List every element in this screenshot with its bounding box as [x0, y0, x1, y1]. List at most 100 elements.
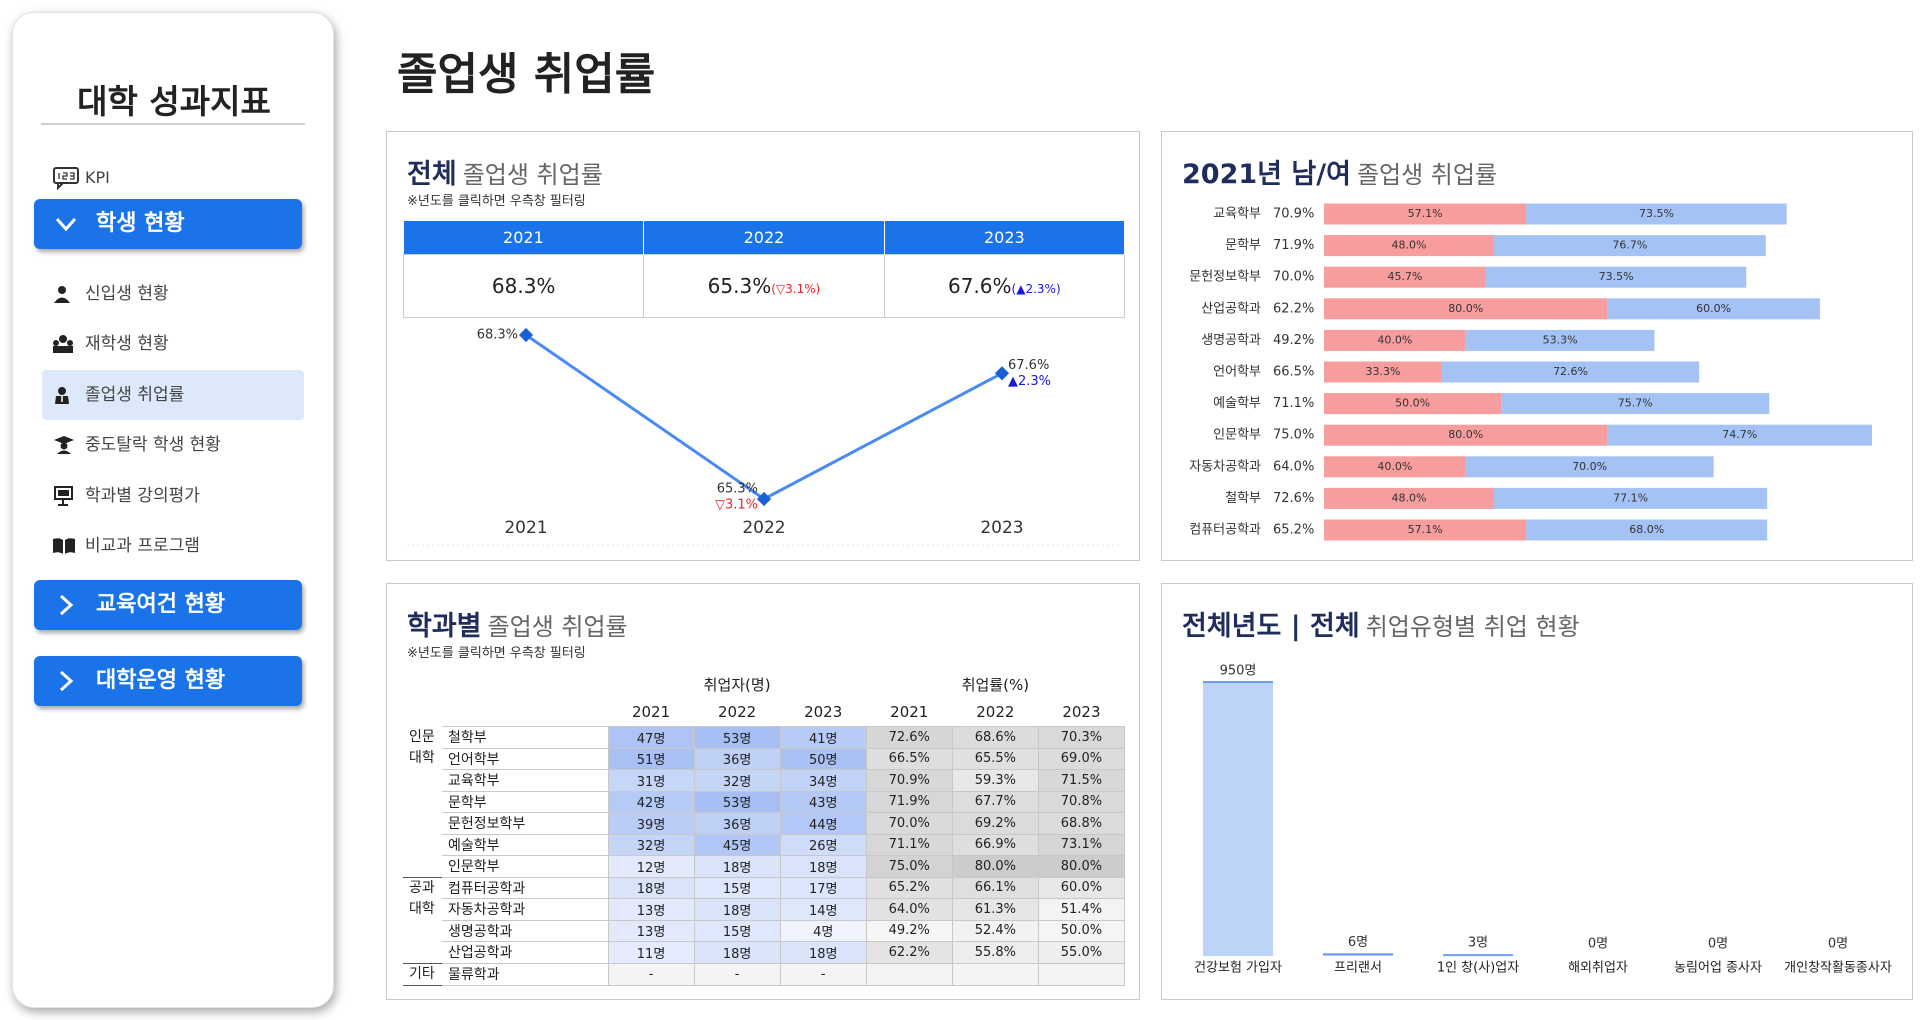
count-cell: -	[779, 962, 867, 986]
count-cell: 36명	[693, 812, 781, 835]
blank	[442, 698, 608, 727]
icon	[54, 486, 73, 506]
dept-row[interactable]: 문헌정보학부 39명 36명 44명 70.0% 69.2% 68.8%	[403, 812, 1126, 835]
section-button[interactable]: 교육여건 현황	[34, 580, 302, 630]
dept-row[interactable]: 예술학부 32명 45명 26명 71.1% 66.9% 73.1%	[403, 833, 1126, 856]
count-cell: 17명	[779, 876, 867, 899]
dept-row[interactable]: 생명공학과 13명 15명 4명 49.2% 52.4% 50.0%	[403, 919, 1126, 942]
segment-label: 73.5%	[1639, 207, 1674, 220]
dept-name: 철학부	[442, 726, 609, 749]
menu-label: 졸업생 취업률	[85, 385, 185, 405]
count-cell: 51명	[607, 747, 695, 770]
category-rate: 49.2%	[1273, 333, 1314, 348]
count-cell: 41명	[779, 726, 867, 749]
rate-cell: 55.8%	[951, 941, 1039, 964]
category-rate: 71.9%	[1273, 238, 1314, 253]
count-cell: 18명	[779, 855, 867, 878]
count-cell: 26명	[779, 833, 867, 856]
year-header[interactable]: 2023	[804, 703, 843, 721]
dept-row[interactable]: 교육학부 31명 32명 34명 70.9% 59.3% 71.5%	[403, 769, 1126, 792]
dept-row[interactable]: 산업공학과 11명 18명 18명 62.2% 55.8% 55.0%	[403, 941, 1126, 964]
category-label: 철학부	[1225, 491, 1261, 506]
dept-name: 물류학과	[442, 962, 609, 986]
value-label: 950명	[1220, 664, 1257, 679]
bar-segment	[1324, 298, 1608, 320]
menu-item-active[interactable]: 졸업생 취업률	[42, 370, 304, 420]
section-button[interactable]: 대학운영 현황	[34, 656, 302, 706]
value-label: 0명	[1708, 937, 1728, 952]
bar-segment	[1324, 235, 1495, 257]
menu-item[interactable]: 중도탈락 학생 현황	[42, 420, 304, 470]
menu-item[interactable]: 학과별 강의평가	[42, 471, 304, 521]
count-cell: 14명	[779, 898, 867, 921]
x-tick-label: 2023	[980, 518, 1023, 538]
segment-label: 75.7%	[1618, 397, 1653, 410]
rate-cell: 60.0%	[1037, 876, 1126, 899]
dept-row[interactable]: 문학부 42명 53명 43명 71.9% 67.7% 70.8%	[403, 790, 1126, 813]
menu-item[interactable]: 신입생 현황	[42, 269, 304, 319]
rate-value: 67.6%	[948, 274, 1012, 298]
rate-cell: 66.9%	[951, 833, 1039, 856]
bar-segment	[1485, 266, 1747, 288]
category-label: 인문학부	[1213, 428, 1261, 443]
year-header[interactable]: 2022	[718, 703, 757, 721]
rate-cell: 71.9%	[865, 790, 953, 813]
year-header[interactable]: 2022	[643, 221, 885, 255]
section-button[interactable]: 학생 현황	[34, 199, 302, 249]
rate-cell: 69.0%	[1037, 747, 1126, 770]
segment-label: 60.0%	[1696, 302, 1731, 315]
year-header[interactable]: 2021	[403, 221, 645, 255]
menu-label: 학과별 강의평가	[85, 486, 200, 506]
rate-cell: 65.3%(▽3.1%)	[643, 254, 885, 318]
dept-row[interactable]: 기타 물류학과 - - -	[403, 962, 1126, 986]
stacked-bar-chart: 교육학부 70.9% 57.1% 73.5% 문학부 71.9% 48.0% 76.7% 문헌정…	[1189, 203, 1872, 541]
segment-label: 48.0%	[1392, 239, 1427, 252]
count-cell: -	[693, 962, 781, 986]
line-chart: 68.3% 2021 65.3%▽3.1% 2022 67.6%▲2.3% 2023	[407, 328, 1122, 546]
rate-cell: 67.6%(▲2.3%)	[883, 254, 1126, 318]
year-header[interactable]: 2023	[1062, 703, 1101, 721]
dept-name: 자동차공학과	[442, 898, 609, 921]
sidebar-title: 대학 성과지표	[77, 82, 271, 121]
bar	[1203, 682, 1273, 956]
count-cell: 15명	[693, 919, 781, 942]
year-header[interactable]: 2021	[631, 703, 671, 721]
year-header[interactable]: 2023	[884, 221, 1126, 255]
title-bold: 2021년 남/여	[1182, 159, 1351, 190]
count-cell: 13명	[607, 898, 695, 921]
bar-segment	[1526, 203, 1787, 225]
bar-segment	[1501, 393, 1770, 415]
count-cell: 45명	[693, 833, 781, 856]
bar-segment	[1607, 298, 1820, 320]
dept-name: 문학부	[442, 790, 609, 813]
rate-cell: 62.2%	[865, 941, 953, 964]
count-cell: 18명	[693, 898, 781, 921]
menu-label: 신입생 현황	[85, 284, 169, 304]
dept-row[interactable]: 언어학부 51명 36명 50명 66.5% 65.5% 69.0%	[403, 747, 1126, 770]
segment-label: 74.7%	[1722, 428, 1757, 441]
menu-item[interactable]: 재학생 현황	[42, 319, 304, 369]
rate-cell: 68.8%	[1037, 812, 1126, 835]
dept-row[interactable]: 자동차공학과 13명 18명 14명 64.0% 61.3% 51.4%	[403, 898, 1126, 921]
rate-cell: 61.3%	[951, 898, 1039, 921]
x-tick-label: 프리랜서	[1334, 961, 1382, 976]
dept-row[interactable]: 인문학부 12명 18명 18명 75.0% 80.0% 80.0%	[403, 855, 1126, 878]
segment-label: 80.0%	[1448, 302, 1483, 315]
dept-name: 문헌정보학부	[442, 812, 609, 835]
dept-row[interactable]: 인문대학 철학부 47명 53명 41명 72.6% 68.6% 70.3%	[403, 726, 1126, 878]
category-rate: 70.0%	[1273, 270, 1314, 285]
menu-item[interactable]: 비교과 프로그램	[42, 521, 304, 571]
kpi-link[interactable]: KPI	[42, 153, 304, 203]
category-rate: 66.5%	[1273, 365, 1314, 380]
count-cell: 44명	[779, 812, 867, 835]
year-header[interactable]: 2021	[890, 703, 929, 721]
count-cell: 53명	[693, 726, 781, 749]
category-rate: 75.0%	[1273, 428, 1314, 443]
dept-row[interactable]: 공과대학 컴퓨터공학과 18명 15명 17명 65.2% 66.1% 60.0%	[403, 876, 1126, 964]
dept-name: 인문학부	[442, 855, 609, 878]
year-header[interactable]: 2022	[976, 703, 1015, 721]
count-cell: 31명	[607, 769, 695, 792]
x-tick-label: 농림어업 종사자	[1674, 961, 1762, 976]
rate-cell: 71.5%	[1037, 769, 1126, 792]
